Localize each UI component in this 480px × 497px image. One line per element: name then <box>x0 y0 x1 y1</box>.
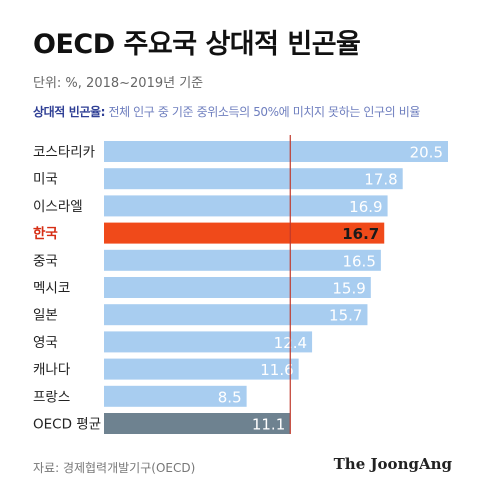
value-label: 11.1 <box>252 416 285 434</box>
value-label: 16.9 <box>349 198 382 216</box>
category-label: 코스타리카 <box>33 145 95 161</box>
bar <box>104 304 368 326</box>
page-title: OECD 주요국 상대적 빈곤율 <box>33 29 361 60</box>
source-note: 자료: 경제협력개발기구(OECD) <box>33 461 196 475</box>
bar <box>104 331 313 353</box>
category-label: 미국 <box>33 172 58 188</box>
bar <box>104 168 403 190</box>
definition-term: 상대적 빈곤율: <box>33 105 106 119</box>
value-label: 15.9 <box>332 280 365 298</box>
bar <box>104 195 388 217</box>
category-label: OECD 평균 <box>33 417 101 433</box>
category-label: 캐나다 <box>33 362 71 378</box>
category-label: 프랑스 <box>33 389 70 405</box>
value-label: 20.5 <box>410 144 443 162</box>
bar <box>104 222 385 244</box>
category-label: 멕시코 <box>33 281 70 297</box>
definition-note: 상대적 빈곤율: 전체 인구 중 기준 중위소득의 50%에 미치지 못하는 인… <box>33 103 420 120</box>
value-label: 16.7 <box>342 225 379 243</box>
category-label: 일본 <box>33 308 58 324</box>
brand-logo: The JoongAng <box>333 455 452 473</box>
category-label: 중국 <box>33 253 58 269</box>
value-label: 15.7 <box>329 307 362 325</box>
bar <box>104 413 291 434</box>
category-label: 영국 <box>33 335 58 351</box>
bar <box>104 358 299 380</box>
value-label: 17.8 <box>364 171 397 189</box>
unit-note: 단위: %, 2018~2019년 기준 <box>33 76 204 91</box>
category-label: 한국 <box>33 226 58 242</box>
value-label: 8.5 <box>218 388 242 406</box>
category-label: 이스라엘 <box>33 199 83 215</box>
bar <box>104 277 371 298</box>
definition-text: 전체 인구 중 기준 중위소득의 50%에 미치지 못하는 인구의 비율 <box>105 105 421 119</box>
bar <box>104 249 381 271</box>
bar <box>104 385 247 407</box>
value-label: 16.5 <box>342 252 375 270</box>
bar <box>104 141 448 162</box>
value-label: 11.6 <box>260 361 293 379</box>
